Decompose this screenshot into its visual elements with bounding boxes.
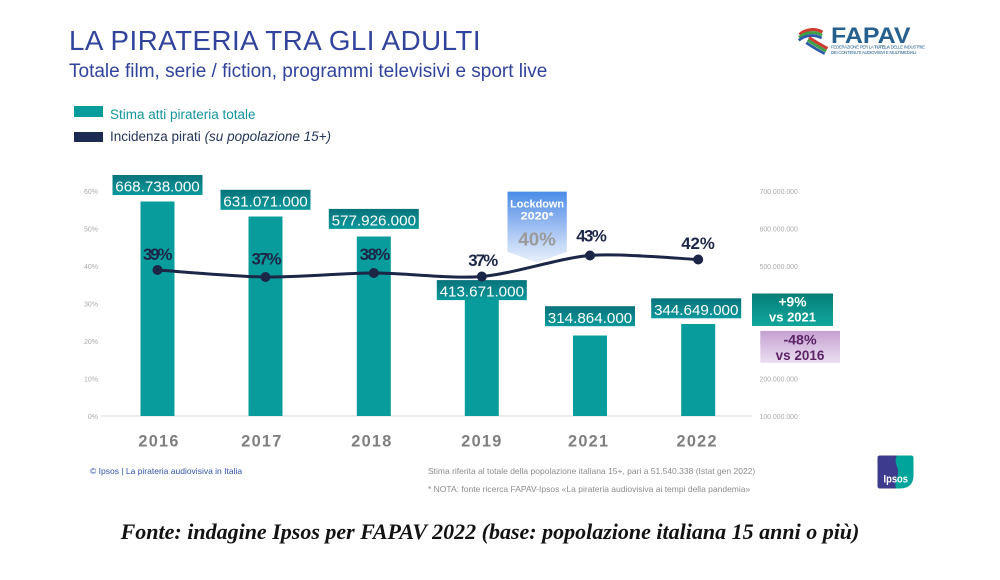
svg-text:20%: 20% <box>84 339 98 346</box>
svg-text:2020*: 2020* <box>521 210 555 222</box>
svg-text:40%: 40% <box>84 264 98 271</box>
svg-text:39%: 39% <box>143 245 173 264</box>
svg-text:2017: 2017 <box>241 433 281 451</box>
svg-text:344.649.000: 344.649.000 <box>654 302 738 319</box>
svg-text:2018: 2018 <box>351 433 391 451</box>
svg-text:2019: 2019 <box>461 433 501 451</box>
svg-text:FAPAV: FAPAV <box>831 23 911 48</box>
svg-text:2021: 2021 <box>568 433 608 451</box>
svg-text:FEDERAZIONE PER LA TUTELA DELL: FEDERAZIONE PER LA TUTELA DELLE INDUSTRI… <box>831 44 925 49</box>
svg-text:631.071.000: 631.071.000 <box>223 193 307 210</box>
svg-text:vs 2016: vs 2016 <box>776 348 825 363</box>
svg-text:100.000.000: 100.000.000 <box>760 414 798 421</box>
svg-text:Lockdown: Lockdown <box>510 198 564 210</box>
svg-text:37%: 37% <box>252 250 282 269</box>
svg-text:577.926.000: 577.926.000 <box>332 213 416 230</box>
svg-text:200.000.000: 200.000.000 <box>760 377 798 384</box>
svg-text:30%: 30% <box>84 301 98 308</box>
svg-text:+9%: +9% <box>779 295 807 310</box>
svg-text:413.671.000: 413.671.000 <box>440 284 524 301</box>
svg-text:2016: 2016 <box>138 433 178 451</box>
svg-text:-48%: -48% <box>783 333 817 349</box>
svg-text:500.000.000: 500.000.000 <box>760 264 798 271</box>
svg-text:10%: 10% <box>84 377 98 384</box>
svg-text:42%: 42% <box>681 234 715 253</box>
svg-text:314.864.000: 314.864.000 <box>548 310 632 327</box>
svg-text:Ipsos: Ipsos <box>884 474 909 486</box>
svg-text:vs 2021: vs 2021 <box>769 310 816 325</box>
svg-text:60%: 60% <box>84 189 98 196</box>
svg-text:50%: 50% <box>84 226 98 233</box>
svg-text:700.000.000: 700.000.000 <box>760 189 798 196</box>
svg-text:43%: 43% <box>576 226 607 245</box>
svg-text:38%: 38% <box>360 245 391 264</box>
svg-text:600.000.000: 600.000.000 <box>760 226 798 233</box>
svg-text:668.738.000: 668.738.000 <box>115 179 199 196</box>
svg-text:37%: 37% <box>468 251 498 270</box>
svg-text:2022: 2022 <box>677 433 717 451</box>
svg-text:0%: 0% <box>88 414 98 421</box>
svg-text:40%: 40% <box>518 228 556 249</box>
svg-text:DEI CONTENUTI AUDIOVISIVI E MU: DEI CONTENUTI AUDIOVISIVI E MULTIMEDIALI <box>831 50 917 55</box>
